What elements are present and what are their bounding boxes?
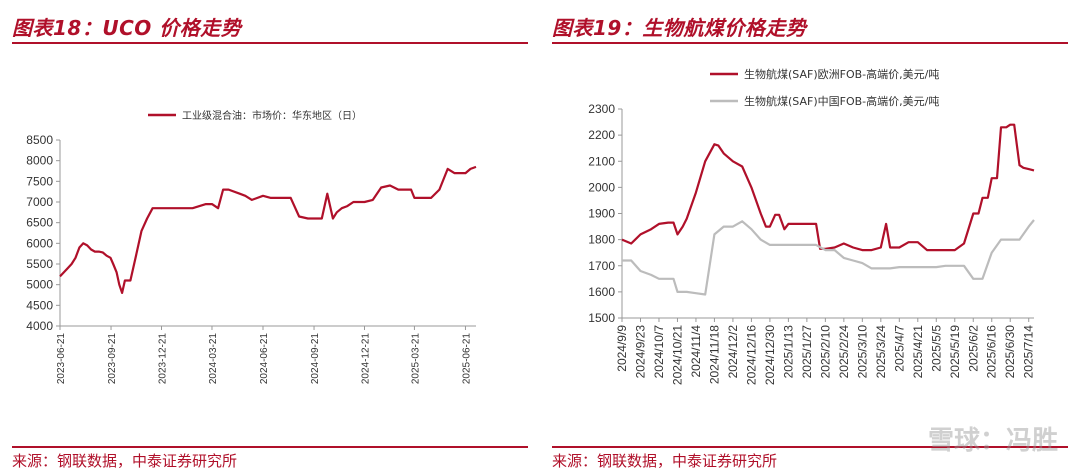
left-source-note: 来源：钢联数据，中泰证券研究所 bbox=[12, 452, 238, 470]
x-tick-label: 2025/5/19 bbox=[948, 325, 962, 379]
x-tick-label: 2024/11/18 bbox=[707, 325, 721, 384]
x-tick-label: 2023-06-21 bbox=[56, 333, 67, 385]
y-tick-label: 6000 bbox=[26, 236, 53, 250]
x-tick-label: 2025-06-21 bbox=[461, 333, 472, 385]
x-tick-label: 2025/4/7 bbox=[892, 325, 906, 372]
x-tick-label: 2025/6/2 bbox=[966, 325, 980, 372]
saf-price-chart: 1500 1600 1700 1800 1900 2000 2100 2200 2300 2024… bbox=[588, 67, 1036, 385]
y-tick-label: 1900 bbox=[588, 207, 615, 221]
right-source-rule bbox=[552, 446, 1068, 448]
y-tick-label: 7500 bbox=[26, 174, 53, 188]
series-line-1 bbox=[621, 123, 1035, 252]
x-tick-label: 2025/2/24 bbox=[837, 325, 851, 379]
x-tick-label: 2025/5/5 bbox=[929, 325, 943, 372]
y-tick-label: 8500 bbox=[26, 133, 53, 147]
y-tick-label: 1600 bbox=[588, 285, 615, 299]
right-chart-panel: 图表19：生物航煤价格走势 1500 1600 1700 1800 1900 2000 21… bbox=[540, 0, 1080, 474]
x-tick-label: 2025/1/13 bbox=[781, 325, 795, 379]
y-tick-label: 2300 bbox=[588, 102, 615, 116]
left-title-rule bbox=[12, 42, 528, 44]
x-tick-label: 2024/12/2 bbox=[726, 325, 740, 379]
legend-label-1: 生物航煤(SAF)欧洲FOB-高端价,美元/吨 bbox=[744, 67, 939, 81]
y-tick-label: 1500 bbox=[588, 311, 615, 325]
x-tick-label: 2024-03-21 bbox=[208, 333, 219, 385]
x-tick-label: 2025/4/21 bbox=[911, 325, 925, 379]
left-chart-title: 图表18：UCO 价格走势 bbox=[12, 16, 242, 40]
x-tick-label: 2025/1/27 bbox=[800, 325, 814, 379]
x-tick-label: 2023-09-21 bbox=[107, 333, 118, 385]
right-source-note: 来源：钢联数据，中泰证券研究所 bbox=[552, 452, 778, 470]
x-tick-label: 2024/12/16 bbox=[744, 325, 758, 385]
y-tick-label: 7000 bbox=[26, 195, 53, 209]
legend-label-2: 生物航煤(SAF)中国FOB-高端价,美元/吨 bbox=[744, 94, 939, 108]
x-tick-label: 2025/2/10 bbox=[818, 325, 832, 379]
x-tick-label: 2025-03-21 bbox=[410, 333, 421, 385]
y-tick-label: 1800 bbox=[588, 233, 615, 247]
right-title-rule bbox=[552, 42, 1068, 44]
y-tick-label: 2200 bbox=[588, 128, 615, 142]
x-tick-label: 2025/7/14 bbox=[1022, 325, 1036, 379]
watermark: 雪球：冯胜 bbox=[927, 426, 1058, 456]
y-tick-label: 2100 bbox=[588, 154, 615, 168]
x-tick-label: 2024/9/9 bbox=[615, 325, 629, 372]
y-tick-label: 6500 bbox=[26, 216, 53, 230]
y-tick-label: 5000 bbox=[26, 278, 53, 292]
series-line-1 bbox=[59, 165, 477, 294]
x-tick-label: 2024/11/4 bbox=[689, 325, 703, 378]
y-tick-label: 2000 bbox=[588, 180, 615, 194]
series-line-2 bbox=[622, 219, 1035, 296]
y-tick-label: 5500 bbox=[26, 257, 53, 271]
x-tick-label: 2024-12-21 bbox=[361, 333, 372, 385]
x-tick-label: 2024/9/23 bbox=[633, 325, 647, 379]
right-chart-title: 图表19：生物航煤价格走势 bbox=[552, 16, 807, 40]
y-tick-label: 4500 bbox=[26, 298, 53, 312]
x-tick-label: 2024/10/7 bbox=[652, 325, 666, 379]
legend-label-1: 工业级混合油：市场价：华东地区（日） bbox=[182, 109, 362, 122]
y-tick-label: 1700 bbox=[588, 259, 615, 273]
x-tick-label: 2025/3/10 bbox=[855, 325, 869, 379]
x-tick-label: 2024-06-21 bbox=[259, 333, 270, 385]
x-tick-label: 2024/10/21 bbox=[670, 325, 684, 385]
left-chart-panel: 图表18：UCO 价格走势 4000 4500 5000 5500 6000 6500 70… bbox=[12, 16, 528, 470]
left-source-rule bbox=[12, 446, 528, 448]
x-tick-label: 2024-09-21 bbox=[310, 333, 321, 385]
x-tick-label: 2025/6/16 bbox=[985, 325, 999, 379]
x-tick-label: 2024/12/30 bbox=[763, 325, 777, 385]
y-tick-label: 4000 bbox=[26, 319, 53, 333]
x-tick-label: 2025/3/24 bbox=[874, 325, 888, 379]
y-tick-label: 8000 bbox=[26, 154, 53, 168]
x-tick-label: 2023-12-21 bbox=[158, 333, 169, 385]
uco-price-chart: 4000 4500 5000 5500 6000 6500 7000 7500 8000 8500… bbox=[26, 109, 477, 385]
x-tick-label: 2025/6/30 bbox=[1003, 325, 1017, 379]
